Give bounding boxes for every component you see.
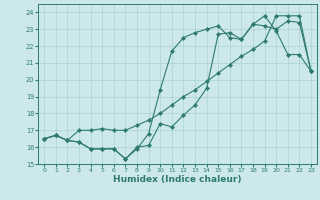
X-axis label: Humidex (Indice chaleur): Humidex (Indice chaleur) [113,175,242,184]
